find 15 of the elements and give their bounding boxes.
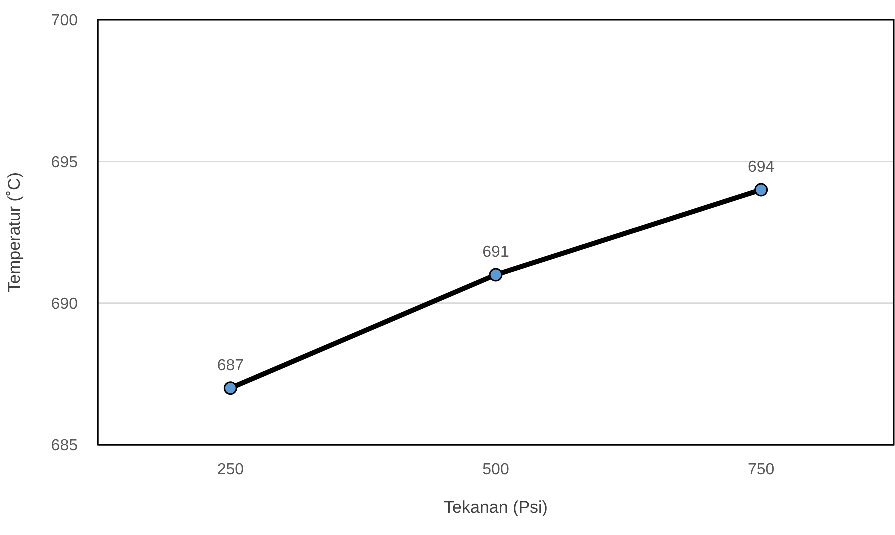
y-tick-label: 685 bbox=[51, 438, 78, 455]
data-label: 687 bbox=[217, 357, 244, 374]
point bbox=[489, 268, 503, 282]
x-tick-label: 500 bbox=[482, 461, 510, 478]
data-label: 691 bbox=[482, 244, 510, 261]
x-tick-label: 250 bbox=[217, 461, 244, 478]
y-tick-label: 690 bbox=[51, 296, 78, 314]
data-label: 694 bbox=[748, 159, 775, 176]
point bbox=[754, 183, 768, 197]
x-tick-label: 750 bbox=[748, 461, 775, 478]
y-axis-title: Temperatur (˚C) bbox=[5, 172, 24, 292]
y-tick-label: 695 bbox=[51, 154, 78, 172]
point bbox=[224, 382, 238, 396]
x-axis-title: Tekanan (Psi) bbox=[444, 498, 548, 517]
y-tick-label: 700 bbox=[51, 12, 78, 30]
